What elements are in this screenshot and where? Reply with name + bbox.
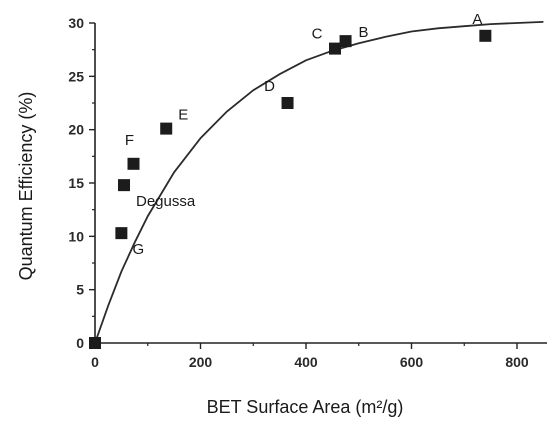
data-point — [281, 97, 294, 109]
point-label: D — [264, 78, 275, 95]
y-tick-label: 20 — [68, 122, 84, 138]
y-tick-label: 5 — [76, 282, 84, 298]
x-tick-label: 200 — [189, 354, 213, 370]
x-tick-label: 400 — [294, 354, 318, 370]
x-tick-label: 800 — [505, 354, 529, 370]
plot-area: 0 5 10 15 20 25 30 0 200 400 600 800 G Degussa F E D C B A — [68, 11, 547, 370]
data-point — [89, 337, 101, 349]
point-label: C — [312, 26, 323, 43]
point-label: E — [178, 107, 188, 124]
data-point — [329, 42, 342, 55]
x-tick-label: 600 — [400, 354, 424, 370]
y-axis-title: Quantum Efficiency (%) — [16, 92, 36, 281]
y-tick-label: 10 — [68, 228, 84, 244]
data-point — [115, 227, 128, 240]
data-point — [118, 179, 131, 192]
point-label: F — [125, 132, 134, 149]
y-tick-label: 15 — [68, 175, 84, 191]
point-label: G — [133, 241, 145, 258]
point-label: Degussa — [136, 193, 196, 210]
data-point — [339, 35, 352, 48]
x-tick-label: 0 — [91, 354, 99, 370]
y-tick-label: 25 — [68, 68, 84, 84]
data-point — [160, 122, 173, 135]
point-label: B — [359, 24, 369, 41]
data-point — [127, 157, 140, 170]
y-tick-label: 30 — [68, 15, 84, 31]
point-label: A — [472, 11, 482, 28]
y-tick-label: 0 — [76, 335, 84, 351]
x-axis-title: BET Surface Area (m²/g) — [207, 397, 404, 417]
data-point — [479, 29, 492, 42]
fit-curve — [94, 21, 544, 344]
